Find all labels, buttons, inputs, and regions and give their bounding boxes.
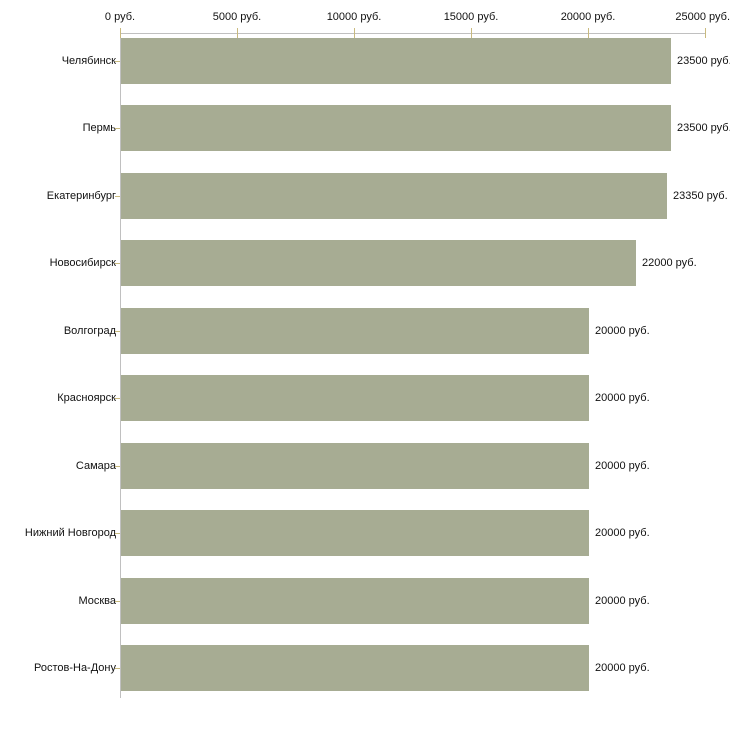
- bar: [121, 645, 589, 691]
- bar: [121, 577, 589, 624]
- y-tick-mark: [115, 60, 120, 62]
- bar: [121, 105, 671, 151]
- category-label: Пермь: [82, 122, 116, 134]
- category-label: Самара: [75, 459, 116, 472]
- value-label: 20000 руб.: [595, 392, 650, 404]
- x-tick-mark: [705, 28, 706, 38]
- category-label: Челябинск: [61, 54, 116, 67]
- bar-row: Екатеринбург 23350 руб.: [0, 172, 730, 219]
- x-tick-label: 10000 руб.: [326, 11, 382, 23]
- y-axis-line: [120, 33, 121, 698]
- x-tick-mark: [354, 28, 355, 38]
- bar-row: Ростов-На-Дону 20000 руб.: [0, 645, 730, 691]
- x-tick-mark: [237, 28, 238, 38]
- value-label: 20000 руб.: [595, 594, 650, 607]
- category-label: Екатеринбург: [46, 189, 116, 202]
- category-label: Новосибирск: [49, 257, 116, 269]
- x-tick-label: 25000 руб.: [675, 11, 730, 23]
- bar-row: Пермь 23500 руб.: [0, 105, 730, 151]
- bar-row: Москва 20000 руб.: [0, 577, 730, 624]
- bar-row: Новосибирск 22000 руб.: [0, 240, 730, 286]
- y-tick-mark: [115, 263, 120, 264]
- bar-row: Нижний Новгород 20000 руб.: [0, 510, 730, 556]
- bar: [121, 37, 671, 84]
- category-label: Волгоград: [63, 324, 116, 337]
- x-axis-line: [120, 33, 706, 34]
- value-label: 22000 руб.: [642, 257, 697, 269]
- y-tick-mark: [115, 128, 120, 129]
- value-label: 20000 руб.: [595, 662, 650, 674]
- value-label: 23500 руб.: [677, 54, 730, 67]
- value-label: 20000 руб.: [595, 324, 650, 337]
- bar-row: Челябинск 23500 руб.: [0, 37, 730, 84]
- category-label: Ростов-На-Дону: [33, 662, 116, 674]
- category-label: Красноярск: [57, 392, 116, 404]
- bar: [121, 375, 589, 421]
- bar-row: Самара 20000 руб.: [0, 442, 730, 489]
- x-tick-mark: [471, 28, 472, 38]
- y-tick-mark: [115, 668, 120, 669]
- y-tick-mark: [115, 330, 120, 332]
- x-tick-label: 5000 руб.: [212, 11, 262, 23]
- value-label: 20000 руб.: [595, 527, 650, 539]
- x-tick-label: 0 руб.: [104, 11, 136, 23]
- value-label: 23500 руб.: [677, 122, 730, 134]
- x-tick-mark: [120, 28, 121, 38]
- bar: [121, 172, 667, 219]
- bar: [121, 510, 589, 556]
- bar: [121, 307, 589, 354]
- x-tick-label: 15000 руб.: [443, 11, 499, 23]
- bar: [121, 240, 636, 286]
- bar: [121, 442, 589, 489]
- x-tick-label: 20000 руб.: [560, 11, 616, 23]
- y-tick-mark: [115, 195, 120, 197]
- category-label: Нижний Новгород: [24, 527, 116, 539]
- bar-row: Красноярск 20000 руб.: [0, 375, 730, 421]
- bar-row: Волгоград 20000 руб.: [0, 307, 730, 354]
- value-label: 23350 руб.: [673, 189, 728, 202]
- x-tick-mark: [588, 28, 589, 38]
- y-tick-mark: [115, 465, 120, 467]
- category-label: Москва: [78, 594, 116, 607]
- y-tick-mark: [115, 533, 120, 534]
- value-label: 20000 руб.: [595, 459, 650, 472]
- y-tick-mark: [115, 600, 120, 602]
- y-tick-mark: [115, 398, 120, 399]
